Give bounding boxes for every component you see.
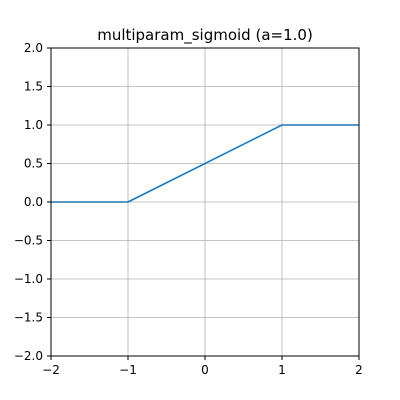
x-tick-label: 2 (355, 363, 363, 377)
series-layer (51, 124, 359, 203)
x-tick-label: 1 (278, 363, 286, 377)
series-line (51, 124, 359, 203)
x-tick-label: −2 (42, 363, 60, 377)
y-tick-label: −0.5 (14, 234, 43, 248)
chart-title: multiparam_sigmoid (a=1.0) (97, 26, 313, 45)
y-tick-label: 1.5 (24, 80, 43, 94)
y-tick-label: −1.0 (14, 272, 43, 286)
y-tick-label: 2.0 (24, 41, 43, 55)
x-tick-label: 0 (201, 363, 209, 377)
y-tick-label: 0.0 (24, 195, 43, 209)
y-tick-label: −1.5 (14, 311, 43, 325)
x-tick-label: −1 (119, 363, 137, 377)
y-tick-label: −2.0 (14, 349, 43, 363)
y-tick-label: 0.5 (24, 157, 43, 171)
tick-layer: −2 −1 0 1 2 −2.0 −1.5 −1.0 −0.5 0.0 0.5 1.0 1.5 2.0 (14, 41, 363, 377)
y-tick-label: 1.0 (24, 118, 43, 132)
